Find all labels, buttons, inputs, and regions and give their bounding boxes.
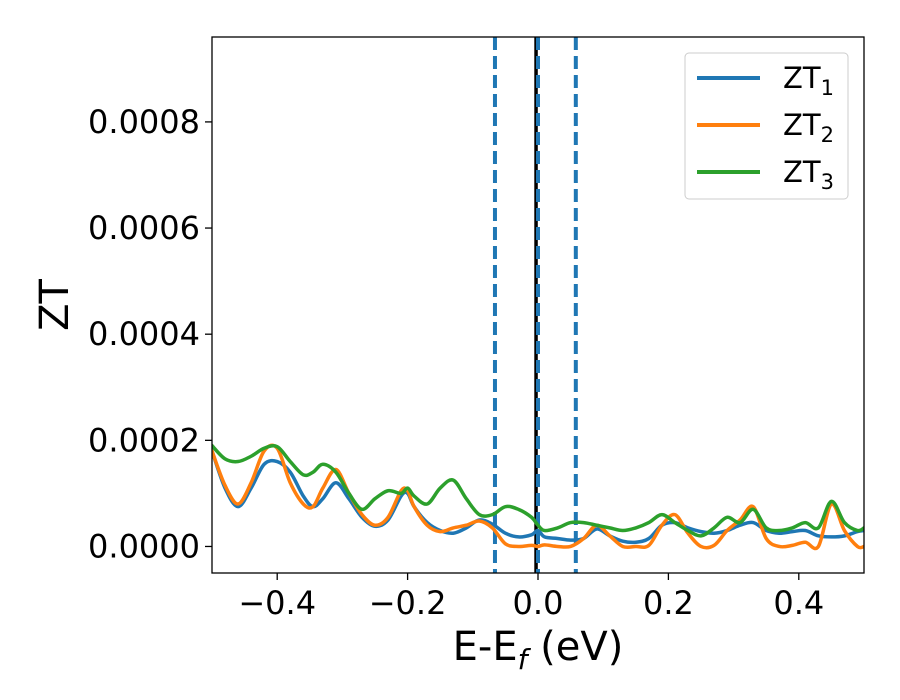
legend-label-main: ZT bbox=[783, 155, 821, 189]
x-axis-title: E-Ef (eV) bbox=[453, 624, 624, 676]
x-axis-ticks: −0.4 −0.2 0.0 0.2 0.4 bbox=[238, 573, 824, 622]
reference-lines bbox=[492, 37, 578, 573]
y-tick-label: 0.0004 bbox=[88, 315, 200, 353]
legend-label-main: ZT bbox=[783, 61, 821, 95]
x-tick-label: −0.2 bbox=[369, 584, 447, 622]
x-tick-label: −0.4 bbox=[238, 584, 316, 622]
y-tick-label: 0.0000 bbox=[88, 527, 200, 565]
x-tick-label: 0.2 bbox=[643, 584, 694, 622]
series-line-zt1 bbox=[212, 449, 864, 545]
y-tick-label: 0.0002 bbox=[88, 421, 200, 459]
series-line-zt3 bbox=[212, 443, 864, 538]
series-lines bbox=[212, 443, 864, 551]
legend-label-sub: 2 bbox=[821, 123, 834, 147]
legend-label-sub: 1 bbox=[821, 76, 834, 100]
x-tick-label: 0.4 bbox=[773, 584, 824, 622]
legend-label-main: ZT bbox=[783, 108, 821, 142]
x-axis-title-unit: (eV) bbox=[527, 624, 623, 670]
x-axis-title-main: E-E bbox=[453, 624, 518, 670]
legend-label-sub: 3 bbox=[821, 170, 834, 194]
legend-label-zt2: ZT2 bbox=[783, 108, 834, 147]
y-axis-ticks: 0.0000 0.0002 0.0004 0.0006 0.0008 bbox=[88, 103, 212, 565]
legend-box bbox=[684, 52, 849, 200]
y-axis-title: ZT bbox=[32, 279, 78, 331]
legend-label-zt3: ZT3 bbox=[783, 155, 834, 194]
x-tick-label: 0.0 bbox=[513, 584, 564, 622]
legend-label-zt1: ZT1 bbox=[783, 61, 834, 100]
y-tick-label: 0.0008 bbox=[88, 103, 200, 141]
y-tick-label: 0.0006 bbox=[88, 209, 200, 247]
